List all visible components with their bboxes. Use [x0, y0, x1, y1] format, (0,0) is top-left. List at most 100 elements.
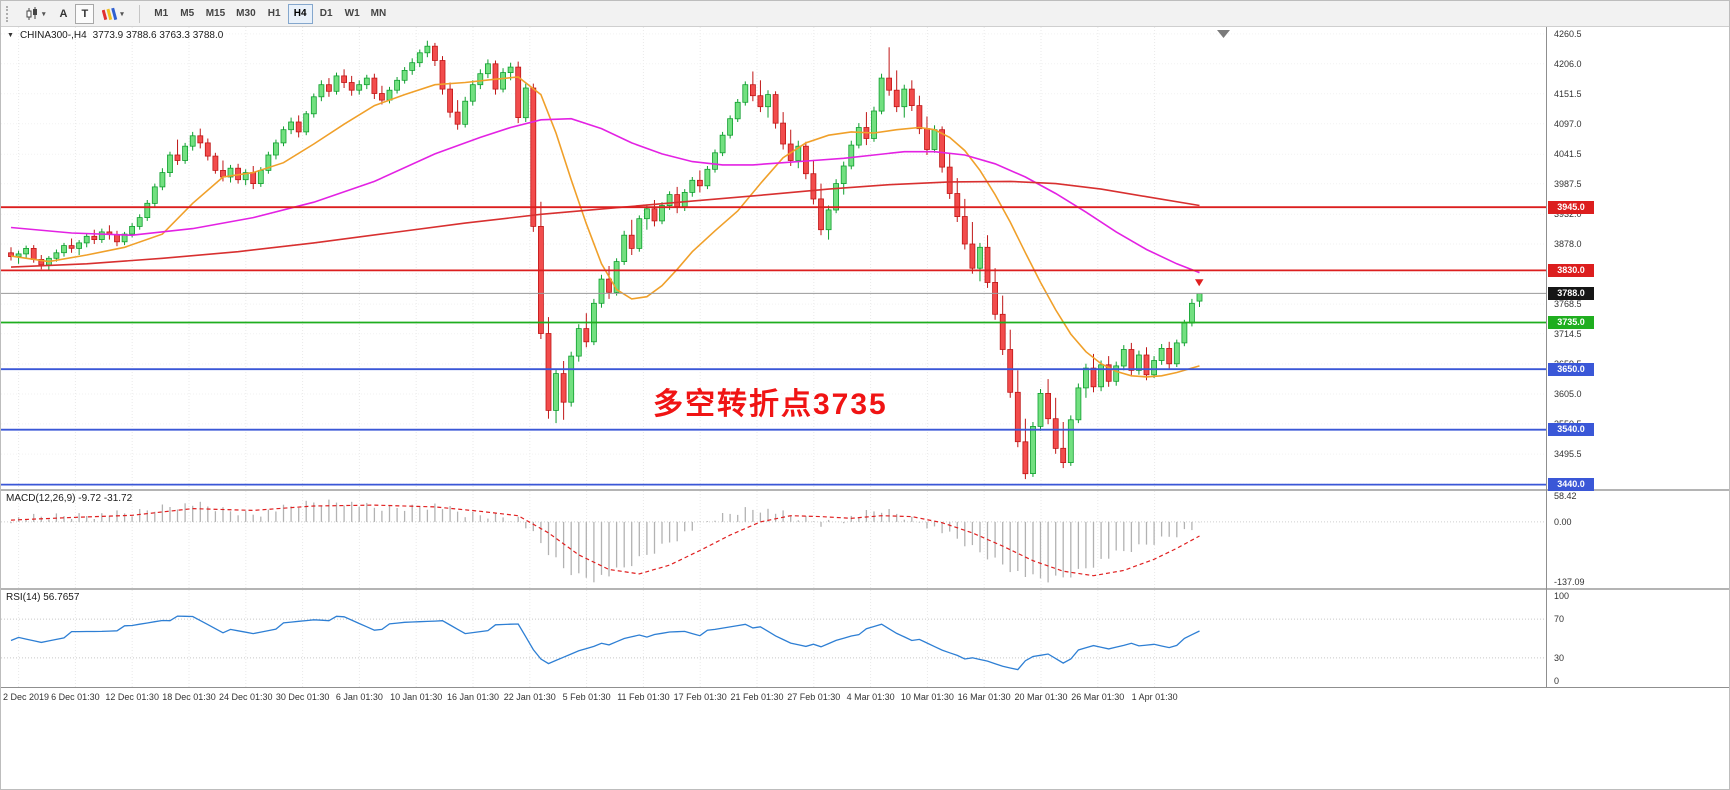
candle-body — [689, 179, 696, 193]
candle-body — [174, 154, 181, 161]
candle-body — [439, 60, 446, 90]
price-tag[interactable]: 3945.0 — [1548, 200, 1594, 214]
price-axis[interactable]: 4260.5 4206.0 4151.5 4097.0 4041.5 3987.5 3932… — [1546, 27, 1729, 687]
candle-body — [1052, 418, 1059, 449]
price-tag[interactable]: 3788.0 — [1548, 286, 1594, 300]
price-tick-label: 3495.5 — [1554, 449, 1582, 460]
candle-body — [628, 234, 635, 249]
price-tick-label: 3932.0 — [1554, 209, 1582, 220]
candle-body — [409, 62, 416, 71]
candlestick-chart[interactable] — [1, 27, 1546, 489]
candle-body — [727, 118, 733, 136]
chart-type-button[interactable]: ▾ — [19, 4, 52, 24]
candle-body — [613, 261, 620, 293]
candle-body — [992, 281, 998, 315]
macd-axis-value: -137.09 — [1554, 577, 1585, 588]
time-axis-label: 30 Dec 01:30 — [275, 692, 330, 702]
candle-body — [621, 234, 628, 262]
price-chart-area[interactable]: ▼ CHINA300-,H4 3773.9 3788.6 3763.3 3788… — [1, 27, 1546, 489]
candle-body — [394, 79, 401, 91]
toolbar: ▾ A T ▾ M1 M5 M15 M30 H1 H4 D1 W1 MN — [1, 1, 1729, 27]
timeframe-h4[interactable]: H4 — [287, 3, 313, 24]
candle-body — [1173, 342, 1180, 365]
candle-body — [553, 373, 559, 411]
timeframe-h1[interactable]: H1 — [262, 4, 287, 24]
candle-body — [61, 245, 67, 254]
candle-body — [348, 82, 355, 91]
candle-body — [719, 134, 726, 154]
candle-body — [961, 216, 968, 245]
price-tag[interactable]: 3650.0 — [1548, 362, 1594, 376]
toolbar-grip[interactable] — [6, 5, 12, 22]
candle-body — [136, 217, 143, 227]
timeframe-m5[interactable]: M5 — [175, 4, 200, 24]
candle-body — [1105, 364, 1112, 382]
time-axis-label: 4 Mar 01:30 — [846, 692, 895, 702]
candle-body — [1022, 441, 1029, 475]
panel-separator[interactable] — [1, 489, 1546, 491]
candle-body — [568, 355, 575, 403]
rsi-axis-value: 70 — [1554, 614, 1565, 625]
timeframe-mn[interactable]: MN — [366, 4, 392, 24]
candle-body — [1181, 322, 1188, 344]
candle-body — [227, 167, 234, 178]
timeframe-m15[interactable]: M15 — [201, 4, 230, 24]
chart-shift-marker[interactable] — [1217, 30, 1230, 38]
time-axis-label: 12 Dec 01:30 — [105, 692, 159, 702]
timeframe-d1[interactable]: D1 — [314, 4, 339, 24]
time-axis[interactable]: 2 Dec 2019 6 Dec 01:30 12 Dec 01:30 18 Dec … — [1, 687, 1729, 710]
chart-header: ▼ CHINA300-,H4 3773.9 3788.6 3763.3 3788… — [7, 30, 223, 41]
candle-body — [507, 66, 514, 73]
candle-body — [144, 202, 151, 219]
time-axis-label: 20 Mar 01:30 — [1014, 692, 1068, 702]
candle-body — [1196, 292, 1203, 302]
candle-body — [91, 235, 98, 241]
time-axis-label: 21 Feb 01:30 — [730, 692, 784, 702]
candle-body — [431, 45, 438, 61]
price-tick-label: 3605.0 — [1554, 389, 1582, 399]
text-a-button[interactable]: A — [54, 4, 74, 24]
timeframe-m1[interactable]: M1 — [149, 4, 174, 24]
rsi-panel[interactable]: RSI(14) 56.7657 — [1, 590, 1546, 687]
text-a-label: A — [59, 7, 68, 20]
price-tag[interactable]: 3735.0 — [1548, 316, 1594, 329]
panel-separator[interactable] — [1, 588, 1546, 590]
candle-body — [1098, 364, 1104, 388]
candle-body — [250, 172, 257, 185]
ma-mid-magenta — [10, 117, 1200, 274]
time-axis-label: 27 Feb 01:30 — [787, 692, 841, 702]
candle-body — [159, 172, 166, 188]
candle-body — [780, 122, 786, 145]
time-axis-label: 1 Apr 01:30 — [1131, 692, 1178, 702]
rsi-line — [10, 615, 1200, 671]
text-t-button[interactable]: T — [75, 3, 95, 24]
chevron-down-icon: ▾ — [120, 10, 124, 18]
candle-body — [1136, 354, 1142, 371]
candle-body — [893, 89, 900, 108]
candle-body — [83, 235, 90, 244]
collapse-triangle-icon[interactable]: ▼ — [7, 32, 14, 39]
candle-body — [204, 142, 211, 157]
candle-body — [416, 52, 423, 64]
candle-body — [1128, 349, 1135, 371]
macd-panel[interactable]: MACD(12,26,9) -9.72 -31.72 — [1, 491, 1546, 588]
candle-body — [530, 87, 537, 227]
panel-separator — [1547, 489, 1729, 491]
timeframe-m30[interactable]: M30 — [231, 4, 260, 24]
macd-chart[interactable] — [1, 491, 1546, 588]
price-tag[interactable]: 3540.0 — [1548, 423, 1594, 437]
rsi-chart[interactable] — [1, 590, 1546, 687]
candle-body — [999, 313, 1006, 350]
candle-body — [295, 121, 302, 133]
panel-separator — [1547, 588, 1729, 590]
candle-body — [772, 94, 779, 124]
candle-body — [151, 186, 158, 204]
price-tag[interactable]: 3440.0 — [1548, 478, 1594, 492]
timeframe-w1[interactable]: W1 — [340, 4, 365, 24]
candle-body — [606, 278, 612, 293]
price-tag[interactable]: 3830.0 — [1548, 263, 1594, 277]
candle-body — [76, 242, 82, 249]
text-t-label: T — [81, 7, 89, 20]
colors-button[interactable]: ▾ — [96, 4, 130, 24]
